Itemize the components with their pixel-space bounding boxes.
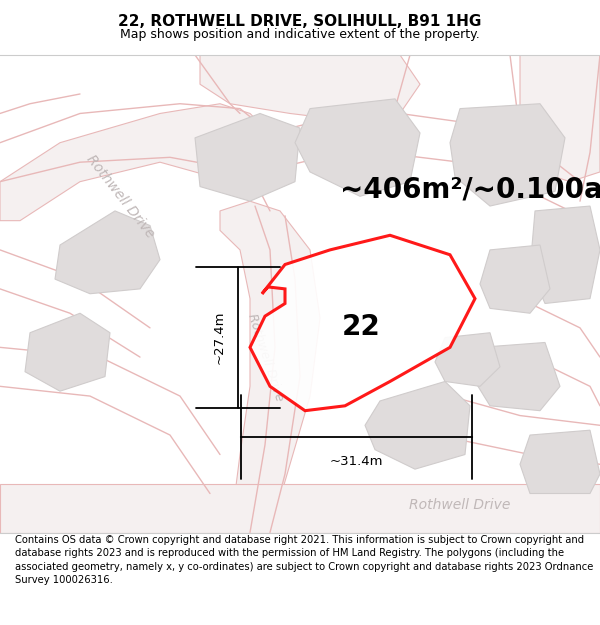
- Text: 22: 22: [342, 312, 381, 341]
- Polygon shape: [55, 211, 160, 294]
- Polygon shape: [450, 104, 565, 206]
- Polygon shape: [195, 114, 300, 201]
- Text: Rothwell Drive: Rothwell Drive: [245, 312, 286, 402]
- Text: ~406m²/~0.100ac.: ~406m²/~0.100ac.: [340, 176, 600, 204]
- Text: 22, ROTHWELL DRIVE, SOLIHULL, B91 1HG: 22, ROTHWELL DRIVE, SOLIHULL, B91 1HG: [118, 14, 482, 29]
- Polygon shape: [25, 313, 110, 391]
- Text: ~27.4m: ~27.4m: [213, 311, 226, 364]
- Text: Rothwell Drive: Rothwell Drive: [409, 498, 511, 512]
- Polygon shape: [480, 245, 550, 313]
- Text: Map shows position and indicative extent of the property.: Map shows position and indicative extent…: [120, 28, 480, 41]
- Polygon shape: [0, 484, 600, 532]
- Polygon shape: [250, 235, 475, 411]
- Polygon shape: [530, 206, 600, 304]
- Polygon shape: [200, 55, 420, 123]
- Text: ~31.4m: ~31.4m: [330, 454, 383, 468]
- Polygon shape: [520, 55, 600, 182]
- Polygon shape: [220, 201, 320, 532]
- Polygon shape: [0, 104, 270, 221]
- Polygon shape: [435, 332, 500, 386]
- Text: Rothwell Drive: Rothwell Drive: [83, 152, 157, 241]
- Text: Contains OS data © Crown copyright and database right 2021. This information is : Contains OS data © Crown copyright and d…: [15, 535, 593, 585]
- Polygon shape: [295, 99, 420, 196]
- Polygon shape: [475, 342, 560, 411]
- Polygon shape: [365, 381, 470, 469]
- Polygon shape: [520, 430, 600, 494]
